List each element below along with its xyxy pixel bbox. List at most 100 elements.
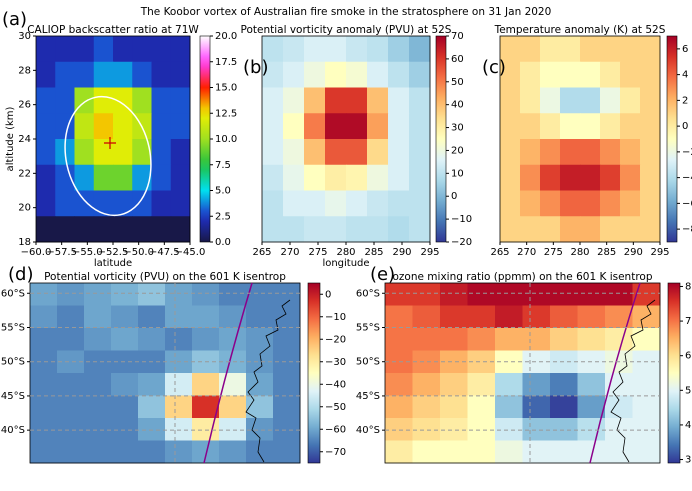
heat-cell — [74, 36, 95, 63]
heat-cell — [132, 87, 152, 114]
heat-cell — [632, 373, 661, 396]
colorbar-tick-label: 0.0 — [215, 237, 231, 248]
heat-cell — [440, 418, 468, 441]
x-tick-label: 285 — [597, 247, 616, 258]
heat-cell — [55, 87, 75, 114]
heat-cell — [346, 113, 368, 140]
heat-cell — [165, 305, 193, 329]
panel-label: (a) — [2, 9, 27, 30]
heat-cell — [522, 283, 551, 306]
heat-cell — [495, 305, 523, 329]
heat-cell — [246, 418, 274, 441]
heat-cell — [409, 139, 431, 166]
heat-cell — [36, 139, 56, 166]
heat-cell — [93, 139, 114, 166]
heat-cell — [409, 216, 431, 243]
satellite-track — [589, 282, 641, 464]
x-tick-label: −45.0 — [175, 247, 206, 258]
heat-cell — [219, 373, 247, 396]
heat-cell — [600, 36, 621, 63]
heat-cell — [57, 440, 85, 464]
x-tick-label: 290 — [392, 247, 411, 258]
heat-cell — [151, 216, 172, 243]
heat-cell — [111, 305, 139, 329]
colorbar-tick-label: 6 — [682, 44, 688, 55]
heat-cell — [467, 418, 496, 441]
x-tick-label: 280 — [570, 247, 589, 258]
x-tick-label: 275 — [308, 247, 327, 258]
heat-cell — [55, 36, 75, 63]
heat-cell — [246, 373, 274, 396]
heat-cell — [346, 36, 368, 63]
heat-cell — [577, 373, 606, 396]
overlay — [30, 95, 660, 464]
y-tick-label: 28 — [18, 65, 31, 76]
heat-cell — [577, 440, 606, 464]
heat-cell — [325, 216, 347, 243]
heat-cell — [560, 139, 581, 166]
heat-cell — [57, 350, 85, 374]
heat-cell — [522, 440, 551, 464]
heat-cell — [304, 36, 326, 63]
heat-cell — [93, 87, 114, 114]
heat-cell — [132, 139, 152, 166]
x-tick-label: 265 — [490, 247, 509, 258]
heat-cell — [577, 305, 606, 329]
heat-cell — [138, 283, 166, 306]
heat-cell — [495, 373, 523, 396]
heat-cell — [346, 190, 368, 217]
heat-cell — [412, 350, 441, 374]
heat-cell — [57, 395, 85, 419]
colorbar — [666, 35, 678, 243]
heat-cell — [367, 216, 389, 243]
heat-cell — [440, 328, 468, 351]
heat-cell — [304, 216, 326, 243]
heat-cell — [520, 190, 541, 217]
heat-cell — [165, 440, 193, 464]
heat-cell — [74, 139, 95, 166]
heat-cell — [550, 283, 578, 306]
heat-cell — [367, 87, 389, 114]
colorbar — [667, 282, 681, 464]
heat-cell — [262, 113, 284, 140]
colorbar-tick-label: 3 — [685, 455, 691, 466]
colorbar-tick-label: 2.5 — [215, 211, 231, 222]
heat-cell — [273, 305, 301, 329]
heat-cell — [304, 61, 326, 88]
heat-cell — [304, 113, 326, 140]
heat-cell — [540, 139, 561, 166]
heat-cell — [520, 164, 541, 191]
heat-cell — [84, 418, 112, 441]
heat-cell — [346, 87, 368, 114]
y-tick-label: 60°S — [356, 288, 380, 299]
heat-cell — [620, 190, 641, 217]
heat-cell — [632, 418, 661, 441]
heat-cell — [440, 305, 468, 329]
heat-cell — [93, 113, 114, 140]
heat-cell — [560, 36, 581, 63]
heat-cell — [84, 373, 112, 396]
heat-cell — [325, 164, 347, 191]
heat-cell — [93, 216, 114, 243]
heat-cell — [346, 164, 368, 191]
heat-cell — [440, 395, 468, 419]
heat-cell — [170, 87, 191, 114]
heat-cell — [346, 61, 368, 88]
heat-cell — [550, 328, 578, 351]
heat-cell — [219, 350, 247, 374]
heat-cell — [36, 113, 56, 140]
heat-cell — [577, 395, 606, 419]
heat-cell — [540, 87, 561, 114]
heat-cell — [640, 113, 661, 140]
x-tick-label: −50.0 — [123, 247, 154, 258]
heat-cell — [632, 328, 661, 351]
x-tick-label: 285 — [364, 247, 383, 258]
heat-cell — [30, 283, 58, 306]
plots: −60.0−57.5−55.0−52.5−50.0−47.5−45.018202… — [1, 9, 692, 466]
heat-cell — [467, 440, 496, 464]
heat-cell — [409, 36, 431, 63]
heat-cell — [273, 440, 301, 464]
heat-cell — [388, 61, 410, 88]
y-tick-label: 24 — [18, 134, 31, 145]
heat-cell — [113, 139, 133, 166]
